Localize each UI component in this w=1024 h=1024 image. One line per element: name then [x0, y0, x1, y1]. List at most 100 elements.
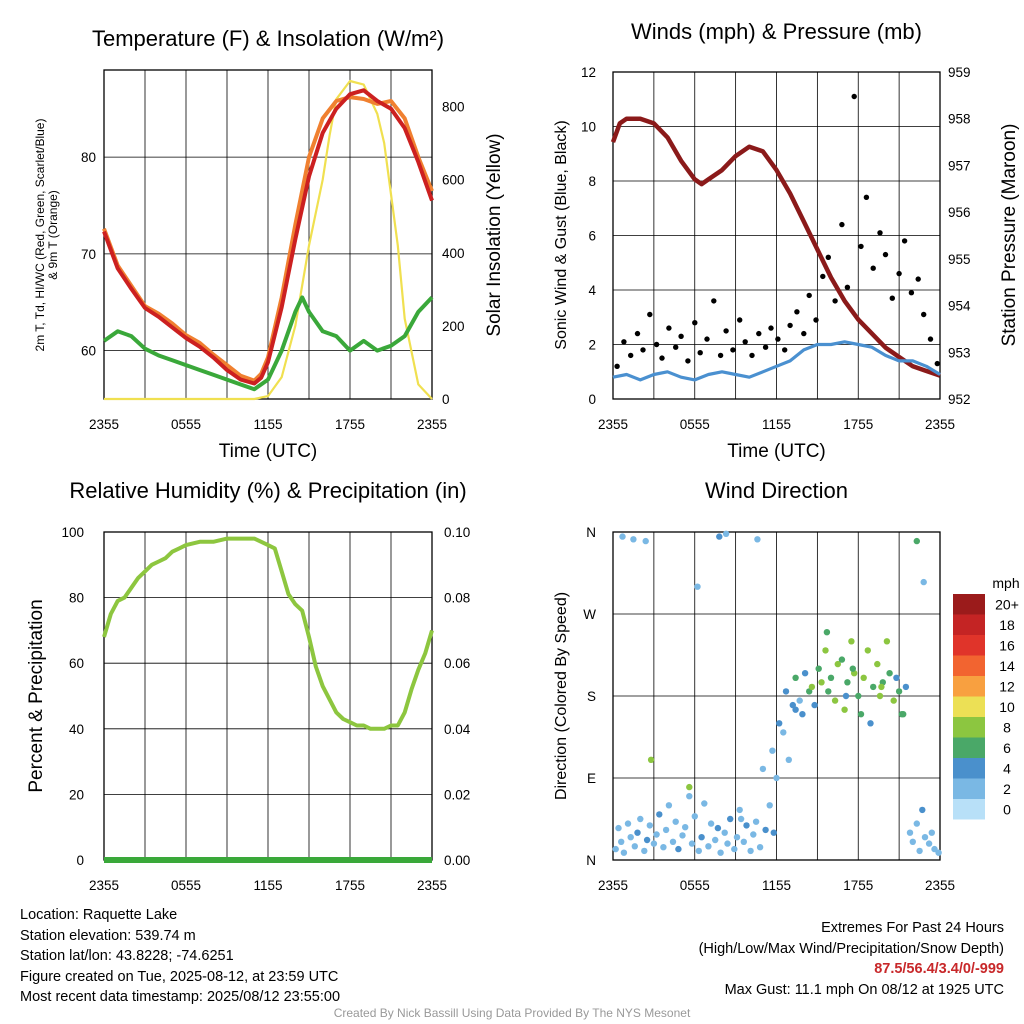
- gust-point: [901, 238, 908, 244]
- y2-tick-label: 200: [442, 319, 465, 334]
- extremes-values: 87.5/56.4/3.4/0/-999: [874, 961, 1004, 977]
- direction-point: [898, 711, 905, 718]
- y-tick-label: 0: [76, 853, 84, 868]
- x-tick-label: 1155: [762, 878, 791, 893]
- direction-point: [722, 530, 730, 537]
- direction-point: [630, 536, 637, 543]
- direction-point: [883, 638, 891, 645]
- y-tick-label: 20: [69, 787, 84, 802]
- direction-point: [727, 815, 734, 823]
- gust-point: [832, 298, 838, 304]
- gust-point: [806, 292, 812, 299]
- y-tick-label: S: [587, 689, 596, 704]
- gust-point: [614, 363, 620, 369]
- y2-tick-label: 956: [948, 205, 971, 220]
- y-tick-label: N: [586, 853, 596, 868]
- gust-point: [844, 284, 851, 290]
- y-axis-label: Percent & Precipitation: [26, 599, 47, 792]
- direction-point: [712, 836, 719, 844]
- direction-point: [686, 783, 693, 791]
- direction-point: [801, 670, 809, 677]
- direction-point: [695, 847, 702, 855]
- direction-point: [909, 838, 916, 845]
- gust-point: [794, 309, 800, 315]
- direction-point: [675, 845, 682, 853]
- gust-point: [673, 344, 679, 350]
- y2-tick-label: 953: [948, 345, 971, 360]
- gust-point: [640, 347, 646, 353]
- gust-point: [889, 295, 895, 301]
- direction-point: [656, 811, 663, 818]
- direction-point: [874, 660, 881, 668]
- direction-point: [747, 847, 754, 855]
- direction-point: [831, 697, 839, 704]
- legend-swatch: [953, 737, 985, 758]
- direction-point: [724, 840, 731, 847]
- direction-point: [886, 670, 893, 677]
- direction-point: [770, 829, 777, 836]
- y-tick-label: 0: [588, 392, 596, 407]
- y2-axis-label: Station Pressure (Maroon): [999, 124, 1020, 347]
- gust-point: [820, 273, 826, 280]
- direction-point: [705, 843, 712, 850]
- y2-tick-label: 0.00: [444, 853, 470, 868]
- gust-point: [647, 311, 653, 318]
- direction-point: [653, 831, 660, 838]
- direction-point: [782, 688, 790, 695]
- gust-point: [621, 339, 627, 345]
- y-tick-label: E: [587, 771, 596, 786]
- gust-point: [858, 243, 864, 250]
- y2-tick-label: 954: [948, 299, 971, 314]
- y-tick-label: 40: [69, 722, 84, 737]
- y2-tick-label: 955: [948, 252, 971, 267]
- extremes-info: Extremes For Past 24 Hours (High/Low/Max…: [699, 918, 1004, 1000]
- direction-point: [808, 683, 816, 691]
- legend-swatch: [953, 799, 985, 820]
- direction-point: [796, 697, 803, 704]
- direction-point: [844, 679, 851, 686]
- max-gust-text: Max Gust: 11.1 mph On 08/12 at 1925 UTC: [724, 981, 1004, 998]
- direction-point: [737, 815, 745, 823]
- gust-point: [711, 298, 717, 304]
- y-tick-label: W: [583, 607, 596, 622]
- temp-series-line: [102, 295, 434, 392]
- y2-tick-label: 0.06: [444, 656, 470, 671]
- y2-tick-label: 800: [442, 100, 465, 115]
- direction-point: [919, 806, 926, 814]
- legend-label: 10: [999, 699, 1015, 715]
- gust-point: [742, 339, 748, 345]
- direction-point: [731, 845, 738, 853]
- gust-point: [921, 311, 927, 318]
- direction-point: [815, 665, 822, 672]
- extremes-title: Extremes For Past 24 Hours: [821, 920, 1004, 936]
- chart-title: Temperature (F) & Insolation (W/m²): [92, 26, 444, 51]
- y-tick-label: 8: [588, 174, 596, 189]
- y2-tick-label: 958: [948, 112, 971, 127]
- y2-tick-label: 400: [442, 246, 465, 261]
- direction-point: [913, 537, 920, 545]
- direction-point: [916, 847, 923, 855]
- gust-point: [801, 330, 807, 337]
- gust-point: [882, 251, 889, 258]
- direction-point: [893, 674, 900, 681]
- direction-point: [627, 834, 634, 841]
- direction-point: [769, 747, 776, 754]
- y2-tick-label: 0.10: [444, 525, 470, 540]
- x-tick-label: 2355: [89, 417, 119, 432]
- direction-point: [776, 720, 783, 727]
- gust-point: [775, 336, 781, 342]
- latlon-text: Station lat/lon: 43.8228; -74.6251: [20, 948, 234, 964]
- y2-axis-label: Solar Insolation (Yellow): [484, 133, 505, 336]
- x-tick-label: 2355: [417, 417, 447, 432]
- y2-tick-label: 952: [948, 392, 971, 407]
- legend-swatch: [953, 614, 985, 635]
- direction-point: [624, 820, 632, 827]
- y-tick-label: 4: [588, 283, 596, 298]
- direction-point: [688, 840, 696, 847]
- direction-point: [707, 820, 715, 827]
- chart-title: Winds (mph) & Pressure (mb): [631, 19, 922, 44]
- y-axis-label: Sonic Wind & Gust (Blue, Black): [553, 120, 570, 349]
- gust-point: [697, 350, 703, 356]
- direction-point: [773, 774, 780, 782]
- direction-point: [669, 838, 677, 845]
